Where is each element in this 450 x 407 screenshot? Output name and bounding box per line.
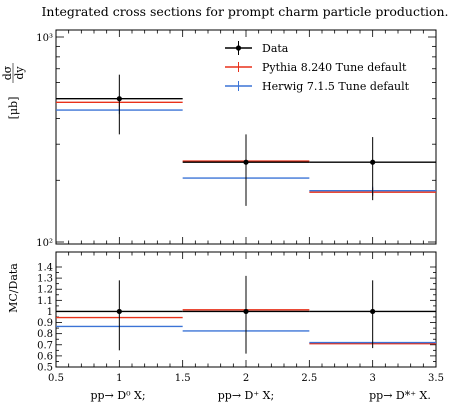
legend-label: Pythia 8.240 Tune default [262, 61, 407, 74]
legend-label: Data [262, 42, 289, 55]
ratio-tick-label: 0.6 [37, 351, 53, 362]
x-tick-label: 3.5 [428, 373, 444, 384]
y-axis-label: dσ dy [μb] [1, 63, 26, 119]
ratio-panel: 0.5 1 1.5 2 2.5 3 3.50.50.60.70.80.911.11.21.3… [37, 251, 444, 384]
y-axis-label-unit: [μb] [7, 97, 20, 120]
x-tick-label: 2.5 [301, 373, 317, 384]
ratio-tick-label: 1.1 [37, 296, 53, 307]
legend-label: Herwig 7.1.5 Tune default [262, 80, 410, 93]
ratio-data-point [370, 308, 376, 315]
ratio-data-point [116, 308, 122, 315]
x-tick-label: 2 [243, 373, 249, 384]
y-tick-label: 10³ [36, 33, 53, 44]
x-category-label: pp→ D*⁺ X. [369, 389, 431, 402]
cross-section-panel: 10² 10³ [36, 29, 437, 249]
y-axis-label-numerator: dσ [1, 65, 14, 80]
ratio-tick-label: 1.2 [37, 285, 53, 296]
x-tick-label: 3 [369, 373, 375, 384]
x-tick-label: 1 [116, 373, 122, 384]
ratio-data-point [243, 308, 249, 315]
ratio-tick-label: 0.7 [37, 340, 53, 351]
y-axis-label-denominator: dy [13, 66, 26, 80]
x-tick-label: 1.5 [175, 373, 191, 384]
data-point [116, 96, 122, 102]
x-category-labels: pp→ D⁰ X; pp→ D⁺ X; pp→ D*⁺ X. [90, 389, 430, 402]
ratio-axis-label: MC/Data [7, 263, 20, 313]
data-point [370, 159, 376, 165]
ratio-tick-label: 0.8 [37, 329, 53, 340]
ratio-tick-label: 1.4 [37, 263, 53, 274]
x-tick-label: 0.5 [48, 373, 64, 384]
x-category-label: pp→ D⁺ X; [218, 389, 274, 402]
ratio-tick-label: 1.3 [37, 274, 53, 285]
ratio-tick-label: 1 [47, 307, 53, 318]
y-tick-label: 10² [36, 238, 53, 249]
chart-title: Integrated cross sections for prompt cha… [41, 4, 448, 19]
legend-swatch-marker [235, 45, 242, 51]
ratio-tick-label: 0.5 [37, 363, 53, 374]
legend: Data Pythia 8.240 Tune default Herwig 7.1.… [225, 41, 410, 93]
data-point [243, 159, 249, 165]
x-category-label: pp→ D⁰ X; [90, 389, 145, 402]
ratio-tick-label: 0.9 [37, 318, 53, 329]
